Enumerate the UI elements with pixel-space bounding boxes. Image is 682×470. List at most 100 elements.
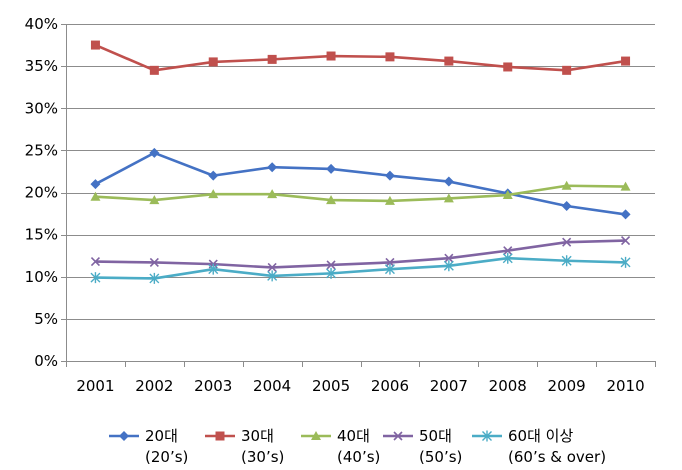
data-point-3-2003 xyxy=(208,189,219,199)
data-point-2-2001 xyxy=(90,40,100,50)
data-point-4-2004 xyxy=(267,262,277,273)
series-line-5 xyxy=(95,256,626,280)
x-axis-tick-labels: 2001 2002 2003 2004 2005 2006 2007 2008 2009 2010 xyxy=(76,377,644,395)
legend-sublabel: (30’s) xyxy=(241,448,284,466)
series-5 xyxy=(90,252,631,284)
data-point-2-2005 xyxy=(326,51,336,61)
series-lines xyxy=(90,40,631,284)
axes xyxy=(61,24,656,367)
legend-swatch-marker xyxy=(119,431,129,441)
legend-item-2: 30대 (30’s) xyxy=(205,427,284,466)
x-tick-label: 2005 xyxy=(312,377,350,395)
data-point-1-2006 xyxy=(384,170,395,181)
data-point-5-2002 xyxy=(149,272,160,284)
legend-swatch-marker xyxy=(311,431,321,440)
data-point-2-2007 xyxy=(444,56,454,66)
x-tick-label: 2007 xyxy=(430,377,468,395)
y-tick-label: 0% xyxy=(34,352,58,370)
x-tick-label: 2004 xyxy=(253,377,291,395)
series-3 xyxy=(90,180,631,205)
series-line-1 xyxy=(94,151,626,216)
series-line-4 xyxy=(95,239,626,269)
data-point-1-2009 xyxy=(561,200,572,211)
data-point-4-2002 xyxy=(149,257,159,267)
series-4 xyxy=(90,235,631,273)
legend-label: 40대 xyxy=(337,427,370,445)
legend-swatch-marker xyxy=(393,431,403,441)
legend-label: 20대 xyxy=(145,427,178,445)
data-point-4-2009 xyxy=(562,237,572,247)
legend-item-1: 20대 (20’s) xyxy=(109,427,188,466)
series-line-3 xyxy=(95,184,626,203)
x-tick-label: 2006 xyxy=(371,377,409,395)
legend-swatch-marker xyxy=(215,431,225,441)
x-tick-label: 2002 xyxy=(135,377,173,395)
x-tick-label: 2010 xyxy=(606,377,644,395)
series-1 xyxy=(90,147,631,220)
data-point-4-2008 xyxy=(503,246,513,256)
series-line-2 xyxy=(94,43,626,72)
y-tick-label: 5% xyxy=(34,310,58,328)
x-tick-label: 2008 xyxy=(489,377,527,395)
data-point-2-2003 xyxy=(208,57,218,67)
legend-label: 50대 xyxy=(419,427,452,445)
legend-sublabel: (50’s) xyxy=(419,448,462,466)
x-tick-label: 2003 xyxy=(194,377,232,395)
y-tick-label: 30% xyxy=(25,99,58,117)
data-point-5-2008 xyxy=(502,252,513,264)
data-point-2-2008 xyxy=(503,62,513,72)
data-point-4-2010 xyxy=(620,235,631,246)
data-point-3-2006 xyxy=(384,195,395,205)
data-point-2-2004 xyxy=(267,54,277,64)
data-point-3-2007 xyxy=(443,193,454,203)
y-tick-label: 15% xyxy=(25,226,58,244)
data-point-1-2004 xyxy=(267,162,278,173)
legend-sublabel: (40’s) xyxy=(337,448,380,466)
data-point-1-2001 xyxy=(90,179,101,190)
data-point-1-2002 xyxy=(149,147,160,158)
data-point-2-2009 xyxy=(562,65,572,75)
y-tick-label: 20% xyxy=(25,184,58,202)
data-point-4-2001 xyxy=(90,257,101,267)
data-point-2-2006 xyxy=(385,52,395,62)
legend-item-5: 60대 이상 (60’s & over) xyxy=(472,427,606,466)
data-point-5-2004 xyxy=(267,270,278,282)
data-point-3-2010 xyxy=(620,181,631,191)
y-tick-label: 10% xyxy=(25,268,58,286)
legend-swatch-marker xyxy=(482,430,492,442)
x-tick-label: 2009 xyxy=(548,377,586,395)
data-point-1-2005 xyxy=(326,163,337,174)
data-point-3-2009 xyxy=(561,180,572,190)
data-point-3-2004 xyxy=(267,189,278,199)
data-point-3-2001 xyxy=(90,191,101,201)
data-point-1-2010 xyxy=(620,209,631,220)
data-point-1-2003 xyxy=(208,170,219,181)
legend-item-3: 40대 (40’s) xyxy=(301,427,380,466)
legend-sublabel: (60’s & over) xyxy=(508,448,606,466)
legend-label: 60대 이상 xyxy=(508,427,573,445)
legend-sublabel: (20’s) xyxy=(145,448,188,466)
data-point-5-2005 xyxy=(326,267,337,279)
series-2 xyxy=(90,40,631,75)
data-point-5-2010 xyxy=(620,256,631,268)
data-point-3-2002 xyxy=(149,195,160,205)
y-tick-label: 25% xyxy=(25,141,58,159)
data-point-5-2006 xyxy=(384,263,395,275)
data-point-3-2005 xyxy=(326,195,337,205)
legend: 20대 (20’s) 30대 (30’s) 40대 (40’s) 50대 (50’s) 60대 … xyxy=(109,427,606,466)
y-tick-label: 40% xyxy=(25,15,58,33)
data-point-1-2007 xyxy=(443,176,454,187)
y-tick-label: 35% xyxy=(25,57,58,75)
x-tick-label: 2001 xyxy=(76,377,114,395)
y-axis-tick-labels: 0% 5% 10% 15% 20% 25% 30% 35% 40% xyxy=(25,15,58,370)
data-point-2-2010 xyxy=(621,56,631,66)
data-point-5-2003 xyxy=(208,263,219,275)
data-point-4-2007 xyxy=(444,253,454,263)
data-point-3-2008 xyxy=(502,190,513,200)
data-point-2-2002 xyxy=(149,65,159,75)
data-point-5-2009 xyxy=(561,255,572,267)
data-point-5-2001 xyxy=(90,272,101,284)
data-point-5-2007 xyxy=(443,260,454,272)
data-point-4-2005 xyxy=(326,260,336,270)
